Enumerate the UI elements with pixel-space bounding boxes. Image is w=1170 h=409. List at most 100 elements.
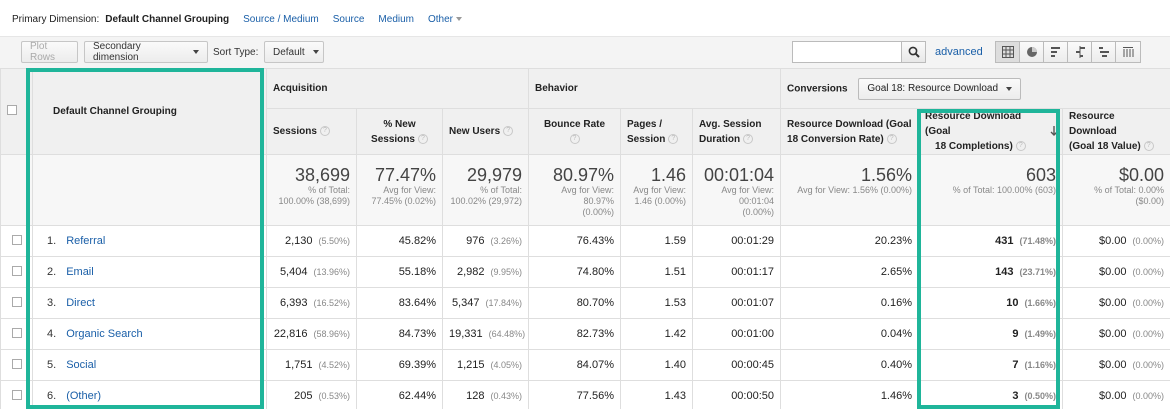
term-cloud-view-icon[interactable] xyxy=(1092,42,1116,62)
sessions-value: 6,393 xyxy=(279,297,308,309)
channel-link[interactable]: Social xyxy=(66,359,97,371)
performance-view-icon[interactable] xyxy=(1044,42,1068,62)
chevron-down-icon xyxy=(193,50,199,54)
select-all-checkbox[interactable] xyxy=(7,105,17,115)
plot-rows-button[interactable]: Plot Rows xyxy=(21,41,78,63)
help-icon[interactable]: ? xyxy=(668,133,679,144)
bounce-rate-value: 76.43% xyxy=(528,225,621,257)
primary-dimension-source[interactable]: Source xyxy=(332,13,365,25)
pages-session-value: 1.53 xyxy=(620,287,693,319)
sort-descending-icon xyxy=(1050,126,1058,136)
avg-duration-value: 00:01:17 xyxy=(691,256,782,288)
channel-link[interactable]: Email xyxy=(66,266,94,278)
help-icon[interactable]: ? xyxy=(569,133,580,144)
row-checkbox[interactable] xyxy=(11,358,22,369)
help-icon[interactable]: ? xyxy=(319,126,330,137)
search-button[interactable] xyxy=(901,42,925,62)
avg-duration-value: 00:00:45 xyxy=(691,349,782,381)
column-header-conversion-rate[interactable]: Resource Download (Goal 18 Conversion Rat… xyxy=(780,108,920,155)
totals-row: 38,699% of Total: 100.00% (38,699) 77.47%… xyxy=(0,154,1170,226)
goal-value: $0.00 xyxy=(1098,235,1127,247)
pivot-view-icon[interactable] xyxy=(1116,42,1140,62)
table-row[interactable]: 3. Direct 6,393 (16.52%) 83.64% 5,347 (17.8… xyxy=(0,287,1170,319)
table-row[interactable]: 4. Organic Search 22,816 (58.96%) 84.73% 1… xyxy=(0,318,1170,350)
channel-link[interactable]: Referral xyxy=(66,235,106,247)
sort-type-dropdown[interactable]: Default xyxy=(264,41,324,63)
completions-percent: (71.48%) xyxy=(1019,236,1057,246)
new-users-percent: (17.84%) xyxy=(485,298,522,308)
chevron-down-icon xyxy=(1006,86,1013,91)
column-header-new-sessions[interactable]: % New Sessions? xyxy=(356,108,443,155)
new-users-percent: (0.43%) xyxy=(490,391,522,401)
new-sessions-value: 55.18% xyxy=(356,256,443,288)
row-number: 1. xyxy=(47,235,57,247)
select-all-cell xyxy=(0,68,33,155)
table-row[interactable]: 2. Email 5,404 (13.96%) 55.18% 2,982 (9.95%… xyxy=(0,256,1170,288)
column-header-new-users[interactable]: New Users? xyxy=(442,108,529,155)
column-header-bounce-rate[interactable]: Bounce Rate? xyxy=(528,108,621,155)
channel-link[interactable]: Organic Search xyxy=(66,328,143,340)
report-table: Default Channel Grouping Acquisition Beh… xyxy=(0,68,1170,409)
table-view-icon[interactable] xyxy=(996,42,1020,62)
pie-view-icon[interactable] xyxy=(1020,42,1044,62)
column-header-sessions[interactable]: Sessions? xyxy=(266,108,357,155)
row-checkbox[interactable] xyxy=(11,296,22,307)
total-completions: 603% of Total: 100.00% (603) xyxy=(918,154,1064,226)
table-row[interactable]: 5. Social 1,751 (4.52%) 69.39% 1,215 (4.05%… xyxy=(0,349,1170,381)
channel-link[interactable]: Direct xyxy=(66,297,95,309)
primary-dimension-source-medium[interactable]: Source / Medium xyxy=(243,13,319,25)
completions-percent: (1.49%) xyxy=(1024,329,1057,339)
total-goal-value: $0.00% of Total: 0.00% ($0.00) xyxy=(1062,154,1170,226)
total-sessions: 38,699% of Total: 100.00% (38,699) xyxy=(266,154,357,226)
primary-dimension-other[interactable]: Other xyxy=(428,14,463,25)
new-users-percent: (4.05%) xyxy=(490,360,522,370)
goal-select-dropdown[interactable]: Goal 18: Resource Download xyxy=(858,77,1022,100)
column-header-dimension[interactable]: Default Channel Grouping xyxy=(32,68,267,155)
row-number: 4. xyxy=(47,328,57,340)
column-header-goal-value[interactable]: Resource Download (Goal 18 Value)? xyxy=(1062,108,1170,155)
column-header-completions[interactable]: Resource Download (Goal 18 Completions)? xyxy=(918,108,1064,155)
sessions-value: 1,751 xyxy=(284,359,313,371)
avg-duration-value: 00:01:07 xyxy=(691,287,782,319)
column-header-avg-duration[interactable]: Avg. Session Duration? xyxy=(691,108,782,155)
group-header-conversions: Conversions Goal 18: Resource Download xyxy=(780,68,1170,109)
completions-value: 431 xyxy=(995,235,1014,247)
completions-value: 9 xyxy=(1012,328,1019,340)
help-icon[interactable]: ? xyxy=(1143,141,1154,152)
bounce-rate-value: 84.07% xyxy=(528,349,621,381)
conversion-rate-value: 0.04% xyxy=(780,318,920,350)
primary-dimension-medium[interactable]: Medium xyxy=(378,13,414,25)
avg-duration-value: 00:01:29 xyxy=(691,225,782,257)
row-checkbox[interactable] xyxy=(11,389,22,400)
table-search xyxy=(792,41,926,63)
column-header-pages-session[interactable]: Pages / Session? xyxy=(620,108,693,155)
goal-value: $0.00 xyxy=(1098,328,1127,340)
sessions-value: 5,404 xyxy=(279,266,308,278)
comparison-view-icon[interactable] xyxy=(1068,42,1092,62)
help-icon[interactable]: ? xyxy=(417,133,428,144)
row-checkbox[interactable] xyxy=(11,265,22,276)
chevron-down-icon xyxy=(456,16,463,21)
row-checkbox[interactable] xyxy=(11,234,22,245)
row-checkbox[interactable] xyxy=(11,327,22,338)
table-header-metric-row: Sessions? % New Sessions? New Users? Boun… xyxy=(1,108,1170,155)
pages-session-value: 1.40 xyxy=(620,349,693,381)
channel-link[interactable]: (Other) xyxy=(66,390,102,402)
completions-value: 3 xyxy=(1012,390,1019,402)
sessions-percent: (13.96%) xyxy=(313,267,350,277)
help-icon[interactable]: ? xyxy=(743,133,754,144)
avg-duration-value: 00:01:00 xyxy=(691,318,782,350)
table-row[interactable]: 1. Referral 2,130 (5.50%) 45.82% 976 (3.26%… xyxy=(0,225,1170,257)
search-input[interactable] xyxy=(793,42,901,62)
total-avg-duration: 00:01:04 Avg for View: 00:01:04 (0.00%) xyxy=(691,154,782,226)
table-row[interactable]: 6. (Other) 205 (0.53%) 62.44% 128 (0.43%) 7… xyxy=(0,380,1170,409)
help-icon[interactable]: ? xyxy=(503,126,514,137)
advanced-filter-link[interactable]: advanced xyxy=(935,46,983,58)
new-users-percent: (3.26%) xyxy=(490,236,522,246)
bounce-rate-value: 82.73% xyxy=(528,318,621,350)
sessions-percent: (5.50%) xyxy=(318,236,350,246)
secondary-dimension-dropdown[interactable]: Secondary dimension xyxy=(84,41,208,63)
help-icon[interactable]: ? xyxy=(886,133,897,144)
sessions-value: 22,816 xyxy=(273,328,308,340)
help-icon[interactable]: ? xyxy=(1015,141,1026,152)
